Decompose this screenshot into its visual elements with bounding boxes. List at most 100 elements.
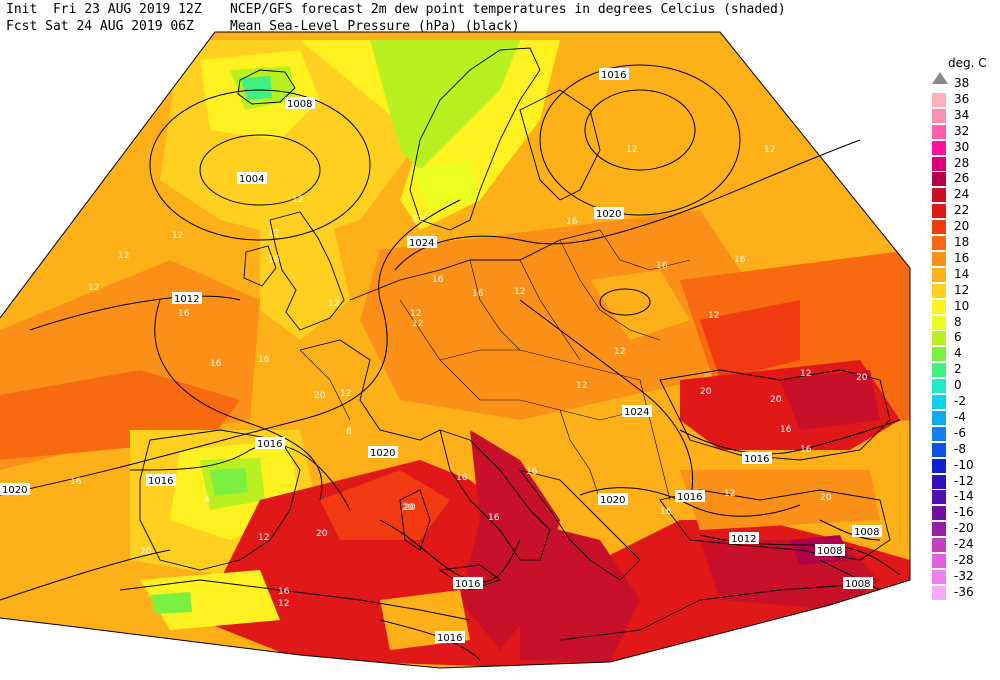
legend-entry: -6: [928, 426, 1000, 442]
chart-title: NCEP/GFS forecast 2m dew point temperatu…: [230, 1, 786, 35]
legend-entry: 26: [928, 171, 1000, 187]
dew-label: 16: [488, 513, 500, 523]
isobar-label: 1012: [174, 294, 199, 305]
legend-label: -6: [954, 425, 966, 440]
legend-label: 30: [954, 139, 970, 154]
legend-swatch: [932, 410, 946, 425]
legend-swatch: [932, 77, 946, 91]
legend-entry: 16: [928, 251, 1000, 267]
legend-entry: 36: [928, 92, 1000, 108]
dew-label: 20: [140, 547, 152, 557]
legend-swatch: [932, 188, 946, 203]
dew-label: 12: [88, 283, 99, 293]
legend-entry: -28: [928, 553, 1000, 569]
legend-swatch: [932, 220, 946, 235]
dew-label: 16: [278, 587, 290, 597]
dew-label: 16: [780, 425, 792, 435]
forecast-time: Fcst Sat 24 AUG 2019 06Z: [6, 19, 194, 34]
dew-label: 16: [268, 255, 280, 265]
legend-swatch: [932, 92, 946, 107]
dew-label: 12: [576, 381, 587, 391]
legend-swatch: [932, 267, 946, 282]
legend-label: 28: [954, 155, 970, 170]
legend-swatch: [932, 490, 946, 505]
dew-label: 12: [764, 145, 775, 155]
dew-label: 12: [258, 533, 269, 543]
dew-label: 12: [626, 145, 637, 155]
isobar-labels: 1016 1008 1004 1012 1020 1024 1024 1016 …: [0, 68, 882, 644]
dew-label: 12: [614, 347, 625, 357]
legend-entry: 28: [928, 156, 1000, 172]
init-time: Init Fri 23 AUG 2019 12Z: [6, 2, 202, 17]
dew-label: 16: [526, 467, 538, 477]
legend-label: 34: [954, 107, 970, 122]
dew-label: 16: [472, 289, 484, 299]
legend-label: -36: [954, 584, 974, 599]
legend-swatch: [932, 283, 946, 298]
dew-label: 16: [432, 275, 444, 285]
dew-label: 12: [724, 489, 735, 499]
legend-swatch: [932, 395, 946, 409]
legend-label: 38: [954, 76, 970, 90]
isobar-label: 1016: [148, 476, 173, 487]
legend-swatch: [932, 140, 946, 155]
legend-swatch: [932, 347, 946, 362]
isobar-label: 1016: [455, 579, 480, 590]
legend-label: 12: [954, 282, 970, 297]
legend-label: -2: [954, 394, 966, 408]
isobar-label: 1012: [731, 534, 756, 545]
dew-label: 16: [70, 477, 82, 487]
legend-entry: 0: [928, 378, 1000, 394]
legend-label: 16: [954, 250, 970, 265]
legend-entry: 6: [928, 330, 1000, 346]
legend-label: 32: [954, 123, 970, 138]
legend-entry: -12: [928, 474, 1000, 490]
dew-label: 12: [118, 251, 129, 261]
legend-entry: -24: [928, 537, 1000, 553]
legend-swatch: [932, 379, 946, 394]
legend-swatch: [932, 442, 946, 457]
legend-entry: 32: [928, 124, 1000, 140]
forecast-map: 1016 1008 1004 1012 1020 1024 1024 1016 …: [0, 31, 911, 669]
legend-entry: 14: [928, 267, 1000, 283]
legend-label: 18: [954, 235, 970, 249]
legend-entry: -10: [928, 458, 1000, 474]
legend-label: -24: [954, 537, 974, 552]
legend-swatch: [932, 299, 946, 314]
legend-swatch: [932, 426, 946, 441]
dew-label: 12: [278, 599, 289, 609]
legend-swatch: [932, 251, 946, 266]
isobar-label: 1020: [596, 209, 621, 220]
legend-entry: -32: [928, 569, 1000, 585]
isobar-label: 1016: [677, 492, 702, 503]
dewpoint-labels: 12 12 12 12 16 12 16 12 16 16 20 12 16 2…: [70, 145, 868, 609]
dew-label: 20: [402, 503, 414, 513]
legend-label: 10: [954, 298, 970, 313]
legend-entry: 34: [928, 108, 1000, 124]
title-mslp: Mean Sea-Level Pressure (hPa) (black): [230, 19, 520, 34]
legend-swatch: [932, 236, 946, 250]
isobar-label: 1008: [287, 99, 312, 110]
legend-label: -4: [954, 409, 966, 424]
dew-label: 12: [172, 231, 183, 241]
legend-swatch: [932, 331, 946, 346]
dewpoint-shading: [0, 32, 910, 668]
dew-label: 16: [734, 255, 746, 265]
legend-entry: 30: [928, 140, 1000, 156]
dew-label: 16: [178, 309, 190, 319]
legend-entry: -2: [928, 394, 1000, 410]
dew-label: 4: [204, 495, 210, 505]
legend-entry: 4: [928, 346, 1000, 362]
legend-entry: 12: [928, 283, 1000, 299]
legend-swatch: [932, 124, 946, 139]
dew-label: 20: [316, 529, 328, 539]
legend-entry: 18: [928, 235, 1000, 251]
legend-label: 14: [954, 266, 970, 281]
isobar-label: 1016: [601, 70, 626, 81]
legend-entry: -14: [928, 489, 1000, 505]
legend-swatch: [932, 458, 946, 473]
isobar-label: 1016: [437, 633, 462, 644]
legend-label: 36: [954, 91, 970, 106]
legend-entry: 24: [928, 187, 1000, 203]
dew-label: 12: [340, 389, 351, 399]
